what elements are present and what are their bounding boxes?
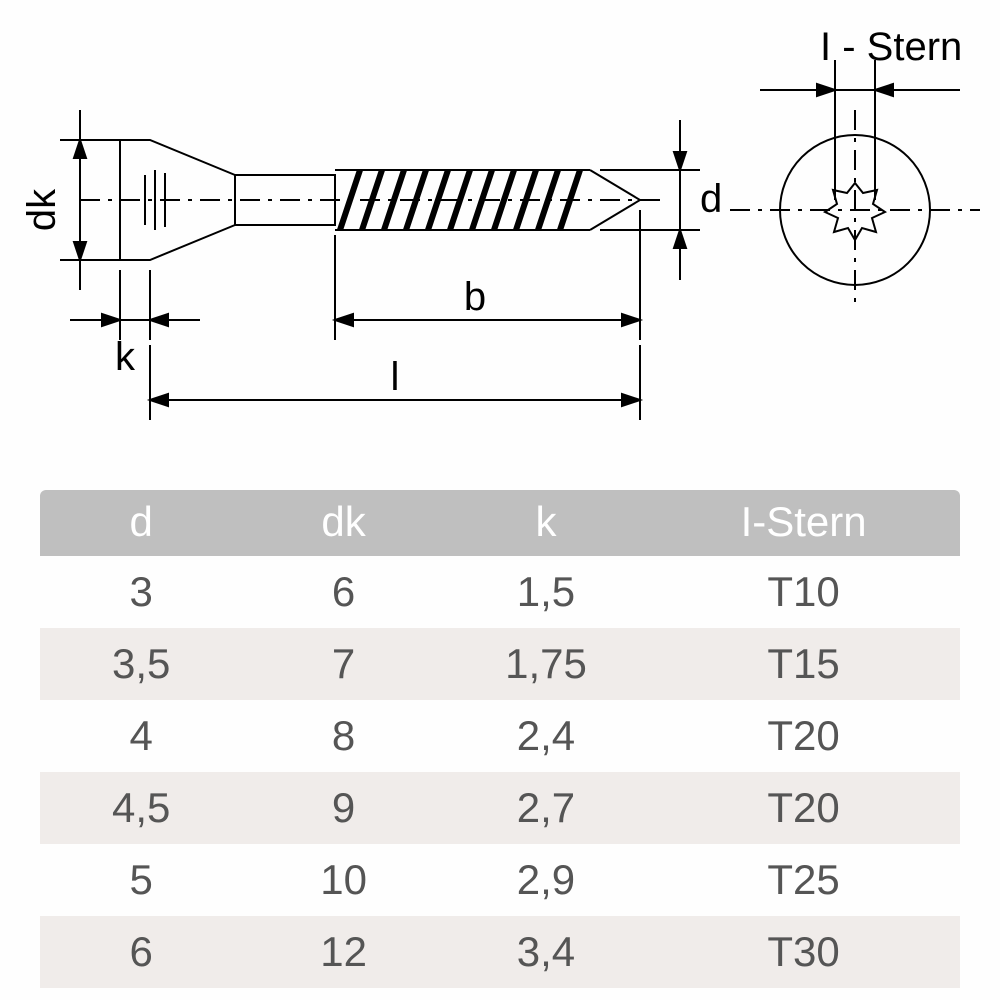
table-row: 5 10 2,9 T25	[40, 844, 960, 916]
table-row: 3,5 7 1,75 T15	[40, 628, 960, 700]
col-istern: I-Stern	[647, 490, 960, 556]
label-d: d	[700, 177, 722, 221]
table-row: 6 12 3,4 T30	[40, 916, 960, 988]
table-header-row: d dk k I-Stern	[40, 490, 960, 556]
col-k: k	[445, 490, 647, 556]
table-row: 3 6 1,5 T10	[40, 556, 960, 628]
screw-diagram: dk k b l d	[0, 0, 1000, 470]
label-istern: I - Stern	[820, 25, 962, 69]
col-d: d	[40, 490, 242, 556]
label-k: k	[115, 335, 136, 379]
table-row: 4 8 2,4 T20	[40, 700, 960, 772]
dimensions-table: d dk k I-Stern 3 6 1,5 T10 3,5 7 1,75 T1…	[40, 490, 960, 988]
label-l: l	[391, 355, 400, 399]
label-dk: dk	[20, 188, 64, 231]
table-row: 4,5 9 2,7 T20	[40, 772, 960, 844]
label-b: b	[464, 275, 486, 319]
col-dk: dk	[242, 490, 444, 556]
